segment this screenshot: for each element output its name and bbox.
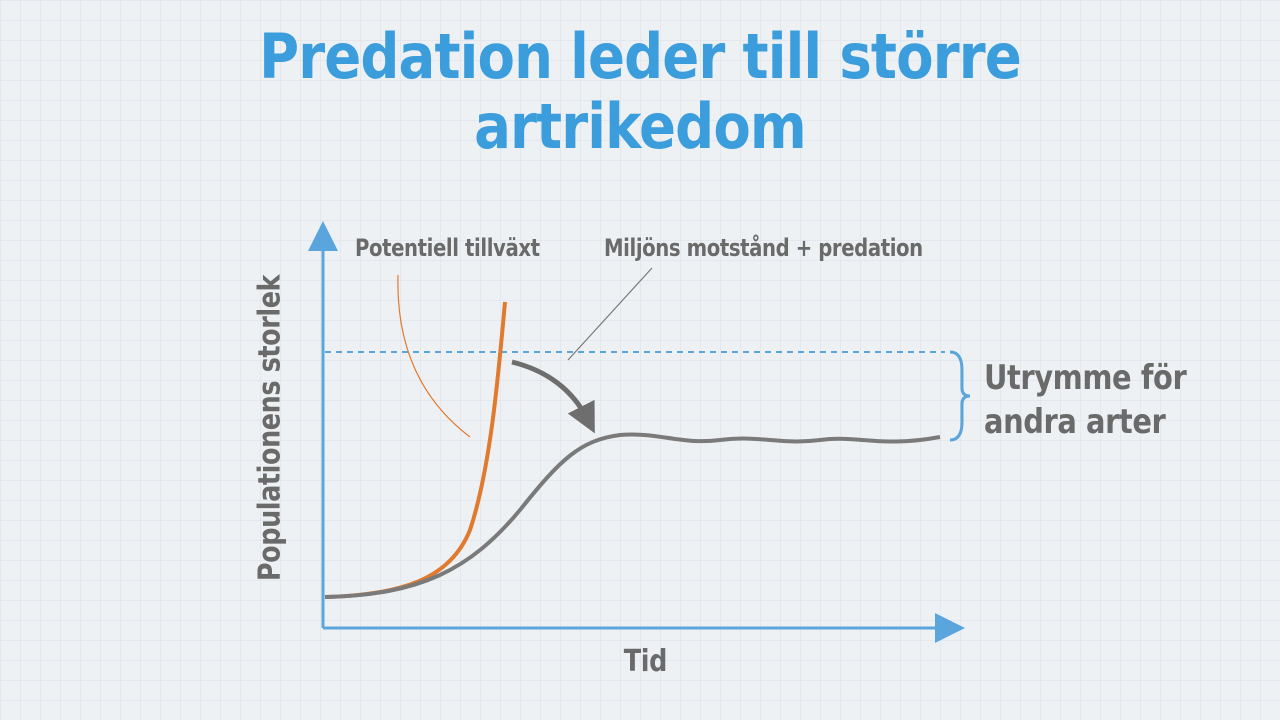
title: Predation leder till större artrikedom — [259, 20, 1022, 163]
pointer-line — [397, 274, 471, 438]
annotation: Miljöns motstånd + predation — [604, 234, 923, 262]
side-label: Utrymme för andra arter — [984, 358, 1187, 442]
logistic-curve — [324, 432, 941, 599]
annotation: Potentiell tillväxt — [355, 234, 540, 262]
x-axis-label: Tid — [623, 644, 668, 679]
y-axis-label: Populationens storlek — [252, 274, 288, 582]
pointer-line — [567, 267, 653, 361]
brace — [949, 350, 971, 442]
arrow — [511, 359, 595, 434]
